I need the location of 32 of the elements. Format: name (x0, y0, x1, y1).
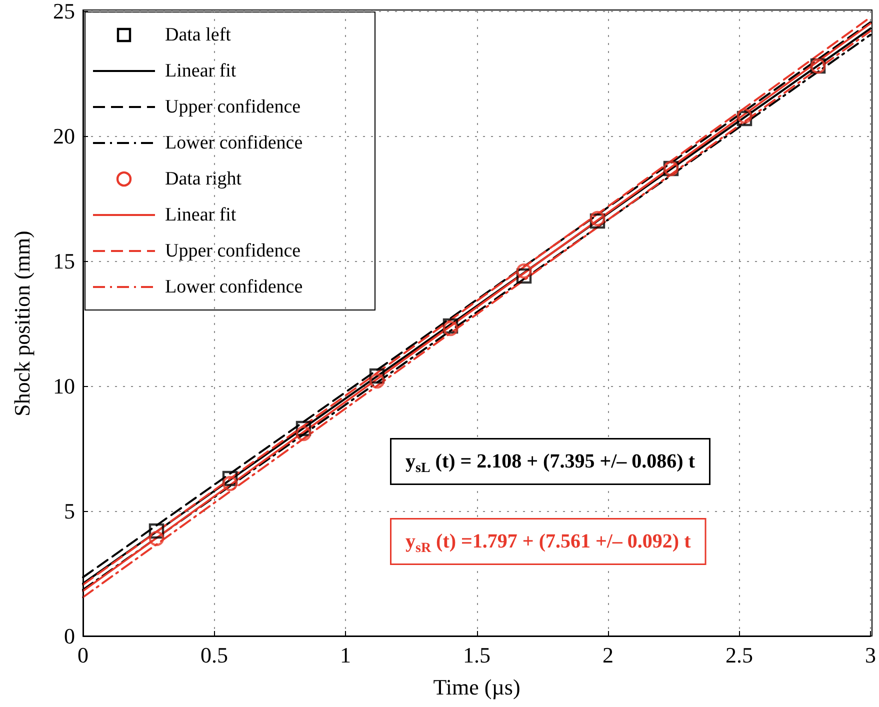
x-tick-label: 2.5 (726, 642, 753, 668)
legend-label: Lower confidence (165, 276, 303, 298)
x-tick-label: 1.5 (463, 642, 490, 668)
y-tick-label: 20 (53, 124, 75, 148)
y-tick-label: 25 (53, 0, 75, 24)
point (369, 368, 385, 384)
legend-label: Data right (165, 168, 242, 190)
x-axis-title: Time (µs) (433, 674, 520, 700)
y-tick-label: 5 (64, 498, 75, 524)
y-axis-title: Shock position (mm) (10, 230, 34, 416)
x-tick-label: 1 (340, 642, 351, 668)
x-tick-label: 3 (865, 642, 876, 668)
y-tick-label: 0 (64, 624, 75, 648)
legend-label: Data left (165, 24, 232, 46)
x-tick-label: 0.5 (200, 642, 228, 668)
point (222, 476, 238, 492)
x-tick-label: 2 (602, 642, 614, 668)
legend-label: Upper confidence (165, 240, 301, 262)
point (148, 523, 164, 539)
point (516, 268, 532, 284)
legend-label: Upper confidence (165, 96, 301, 118)
y-tick-label: 10 (53, 374, 75, 398)
point (369, 373, 385, 389)
point (296, 420, 312, 436)
point (516, 263, 532, 279)
legend-label: Lower confidence (165, 132, 303, 154)
legend-label: Linear fit (165, 204, 237, 226)
y-tick-label: 15 (53, 248, 75, 274)
point (148, 530, 164, 546)
point (296, 426, 312, 442)
legend-label: Linear fit (165, 60, 237, 82)
point (222, 470, 238, 486)
